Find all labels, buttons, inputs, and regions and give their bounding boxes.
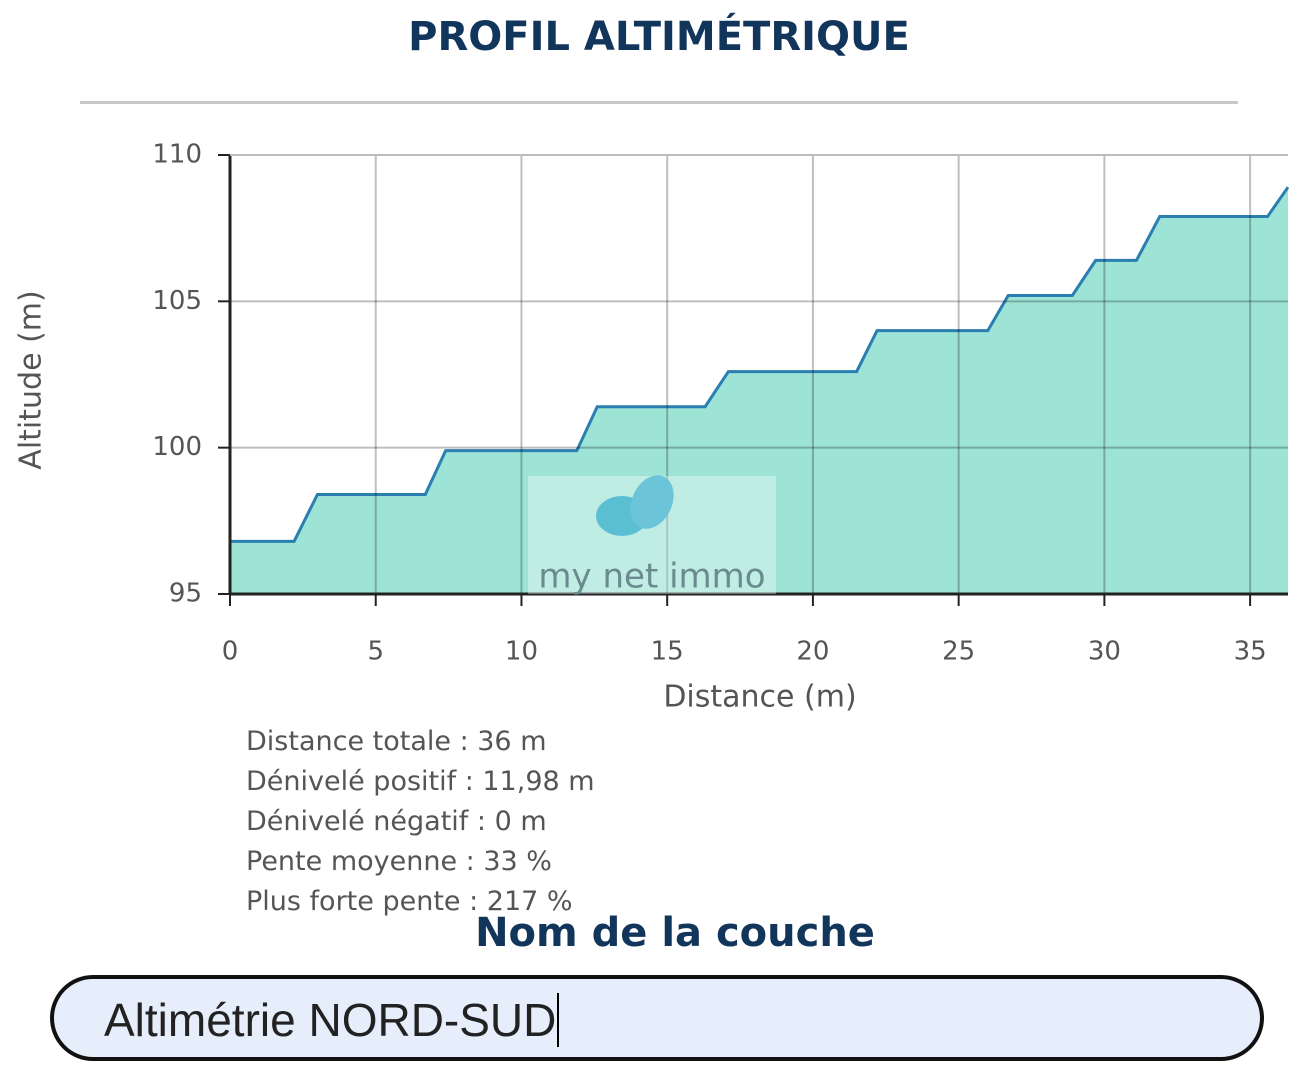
watermark: my net immo (528, 475, 776, 597)
x-tick-label: 35 (1234, 637, 1267, 667)
stat-line: Distance totale : 36 m (246, 726, 547, 757)
stat-line: Dénivelé négatif : 0 m (246, 806, 547, 837)
y-axis-label: Altitude (m) (14, 290, 49, 469)
divider (80, 101, 1238, 104)
area-fill (230, 187, 1288, 594)
stat-line: Pente moyenne : 33 % (246, 846, 552, 877)
y-tick-label: 100 (152, 432, 202, 462)
stat-line: Plus forte pente : 217 % (246, 886, 573, 917)
profile-line (230, 186, 1290, 543)
stat-line: Dénivelé positif : 11,98 m (246, 766, 595, 797)
stats: Distance totale : 36 m Dénivelé positif … (246, 722, 595, 922)
x-tick-label: 15 (651, 637, 684, 667)
x-axis-label: Distance (m) (663, 680, 856, 715)
y-tick-label: 110 (152, 140, 202, 170)
input-value[interactable]: Altimétrie NORD-SUD (104, 993, 560, 1047)
x-tick-label: 25 (942, 637, 975, 667)
chart: 0 5 10 15 20 25 30 35 95 100 105 110 Distance (m) Alt… (14, 140, 1290, 715)
x-tick-label: 5 (367, 637, 384, 667)
y-tick-label: 95 (169, 579, 202, 609)
x-tick-label: 30 (1088, 637, 1121, 667)
field-label: Nom de la couche (475, 910, 875, 956)
text-input[interactable]: Altimétrie NORD-SUD (50, 975, 1264, 1061)
x-tick-label: 10 (505, 637, 538, 667)
panel-title: PROFIL ALTIMÉTRIQUE (408, 14, 910, 60)
watermark-logo (630, 475, 674, 529)
y-tick-label: 105 (152, 286, 202, 316)
watermark-text: my net immo (538, 557, 765, 597)
x-tick-label: 20 (796, 637, 829, 667)
x-tick-label: 0 (222, 637, 239, 667)
